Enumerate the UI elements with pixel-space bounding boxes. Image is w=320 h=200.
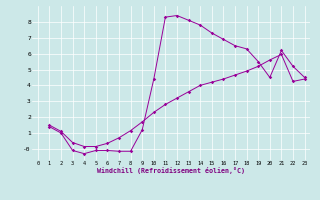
X-axis label: Windchill (Refroidissement éolien,°C): Windchill (Refroidissement éolien,°C): [97, 168, 245, 174]
